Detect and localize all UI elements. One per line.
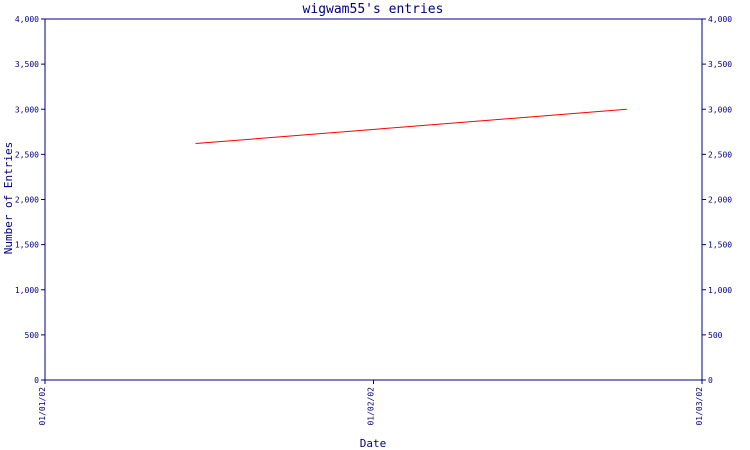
y-tick-label-left: 3,500 <box>15 60 39 69</box>
x-axis-label: Date <box>360 437 387 450</box>
x-axis-ticks: 01/01/02 01/02/02 01/03/02 <box>38 380 704 426</box>
y-tick-label-right: 3,500 <box>708 60 732 69</box>
x-tick-label: 01/03/02 <box>695 387 704 426</box>
y-tick-label-right: 4,000 <box>708 15 732 24</box>
y-tick-label-left: 1,000 <box>15 286 39 295</box>
y-tick-label-left: 0 <box>34 376 39 385</box>
series-group <box>195 108 627 145</box>
y-tick-label-right: 1,000 <box>708 286 732 295</box>
y-tick-label-right: 1,500 <box>708 241 732 250</box>
y-tick-label-right: 500 <box>708 331 723 340</box>
y-tick-label-right: 2,500 <box>708 150 732 159</box>
chart-title: wigwam55's entries <box>303 2 444 17</box>
y-tick-label-right: 0 <box>708 376 713 385</box>
y-axis-right-ticks: 0 500 1,000 1,500 2,000 2,500 3,000 3,500 4,000 <box>702 15 732 385</box>
y-tick-label-right: 2,000 <box>708 196 732 205</box>
y-tick-label-left: 2,000 <box>15 196 39 205</box>
y-tick-label-left: 500 <box>25 331 40 340</box>
y-tick-label-left: 4,000 <box>15 15 39 24</box>
y-tick-label-right: 3,000 <box>708 105 732 114</box>
x-tick-label: 01/01/02 <box>38 387 47 426</box>
x-tick-label: 01/02/02 <box>367 387 376 426</box>
series-line <box>195 108 627 145</box>
y-tick-label-left: 3,000 <box>15 105 39 114</box>
y-tick-label-left: 1,500 <box>15 241 39 250</box>
y-axis-left-ticks: 0 500 1,000 1,500 2,000 2,500 3,000 3,500 4,000 <box>15 15 45 385</box>
y-tick-label-left: 2,500 <box>15 150 39 159</box>
y-axis-label: Number of Entries <box>2 142 15 255</box>
